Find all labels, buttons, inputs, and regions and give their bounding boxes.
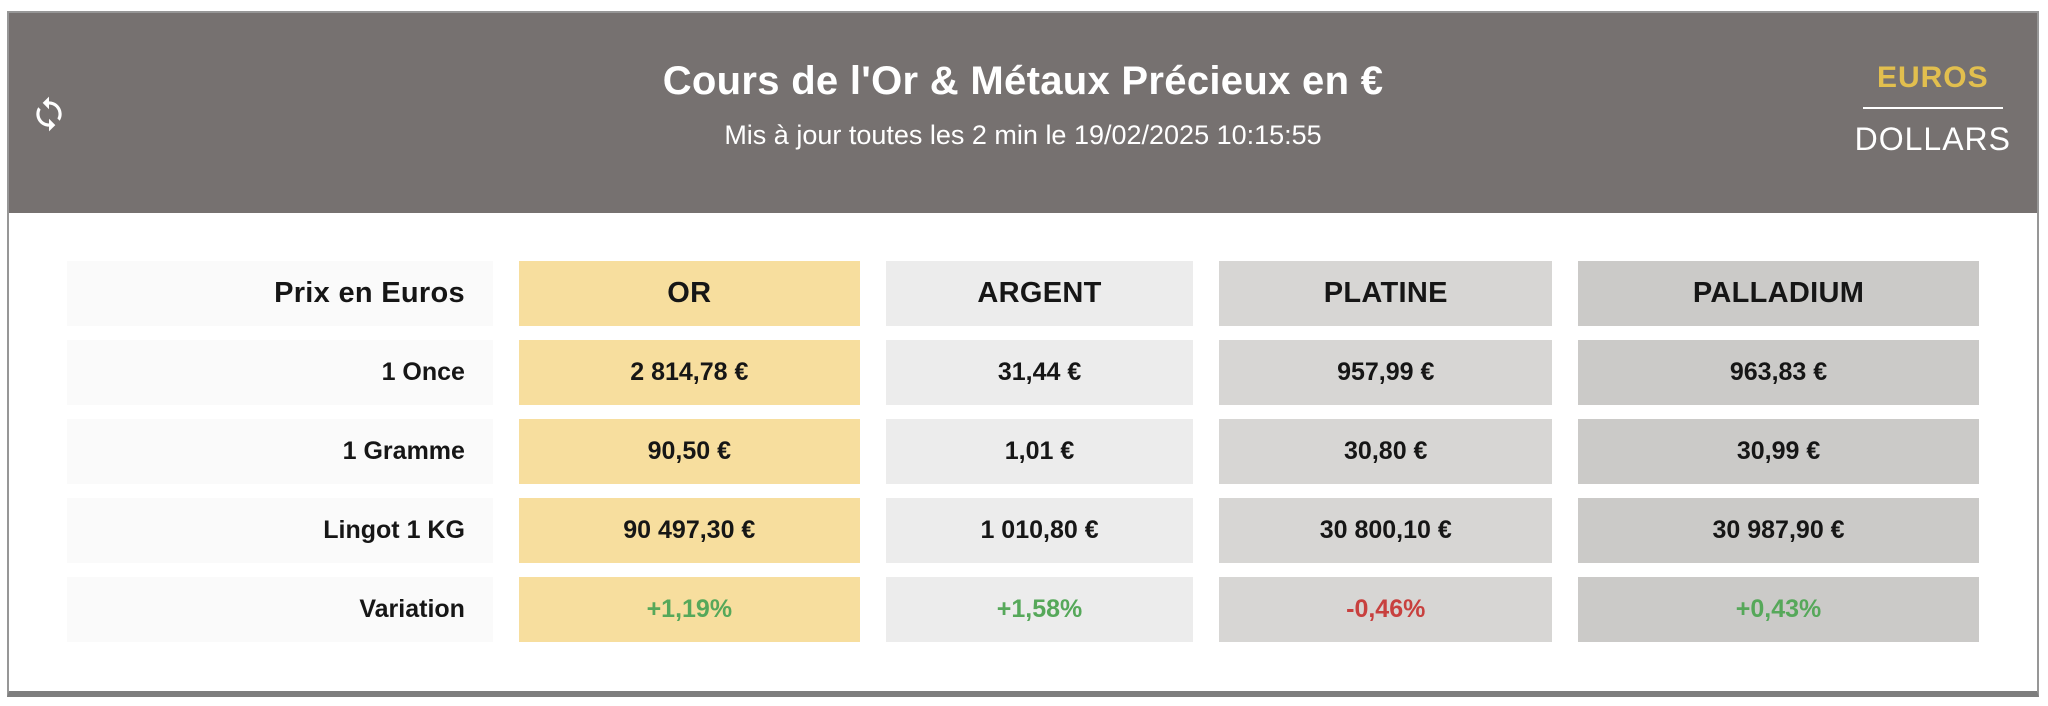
refresh-icon xyxy=(36,96,62,132)
currency-option-euros[interactable]: EUROS xyxy=(1876,61,1989,94)
variation-argent-value: +1,58% xyxy=(996,595,1083,623)
variation-or: +1,19% xyxy=(518,577,860,642)
row-label-variation: Variation xyxy=(67,577,493,642)
price-gramme-argent: 1,01 € xyxy=(885,419,1194,484)
update-status: Mis à jour toutes les 2 min le 19/02/202… xyxy=(724,120,1322,150)
price-lingot-palladium: 30 987,90 € xyxy=(1578,498,1979,563)
price-lingot-argent: 1 010,80 € xyxy=(885,498,1194,563)
price-lingot-platine: 30 800,10 € xyxy=(1219,498,1553,563)
currency-toggle: EUROS DOLLARS xyxy=(1855,61,2011,158)
column-header-or: OR xyxy=(518,261,860,326)
price-lingot-or: 90 497,30 € xyxy=(518,498,860,563)
price-once-platine: 957,99 € xyxy=(1219,340,1553,405)
page-title: Cours de l'Or & Métaux Précieux en € xyxy=(662,59,1384,103)
row-label-gramme: 1 Gramme xyxy=(67,419,493,484)
table-corner-label: Prix en Euros xyxy=(67,261,493,326)
column-header-argent: ARGENT xyxy=(885,261,1194,326)
variation-argent: +1,58% xyxy=(885,577,1194,642)
widget-header: Cours de l'Or & Métaux Précieux en € Mis… xyxy=(9,13,2037,213)
price-gramme-platine: 30,80 € xyxy=(1219,419,1553,484)
price-once-palladium: 963,83 € xyxy=(1578,340,1979,405)
variation-palladium: +0,43% xyxy=(1578,577,1979,642)
currency-option-dollars[interactable]: DOLLARS xyxy=(1854,121,2011,157)
variation-or-value: +1,19% xyxy=(646,595,733,623)
price-once-argent: 31,44 € xyxy=(885,340,1194,405)
currency-divider xyxy=(1862,107,2003,109)
column-header-palladium: PALLADIUM xyxy=(1578,261,1979,326)
price-table: Prix en Euros OR ARGENT PLATINE PALLADIU… xyxy=(67,261,1979,642)
variation-platine-value: -0,46% xyxy=(1346,595,1426,623)
refresh-button[interactable] xyxy=(29,95,69,135)
variation-platine: -0,46% xyxy=(1219,577,1553,642)
column-header-platine: PLATINE xyxy=(1219,261,1553,326)
row-label-once: 1 Once xyxy=(67,340,493,405)
price-once-or: 2 814,78 € xyxy=(518,340,860,405)
widget-body: Prix en Euros OR ARGENT PLATINE PALLADIU… xyxy=(9,213,2037,642)
price-gramme-palladium: 30,99 € xyxy=(1578,419,1979,484)
gold-price-widget: Cours de l'Or & Métaux Précieux en € Mis… xyxy=(7,11,2039,697)
row-label-lingot: Lingot 1 KG xyxy=(67,498,493,563)
variation-palladium-value: +0,43% xyxy=(1735,595,1822,623)
price-gramme-or: 90,50 € xyxy=(518,419,860,484)
